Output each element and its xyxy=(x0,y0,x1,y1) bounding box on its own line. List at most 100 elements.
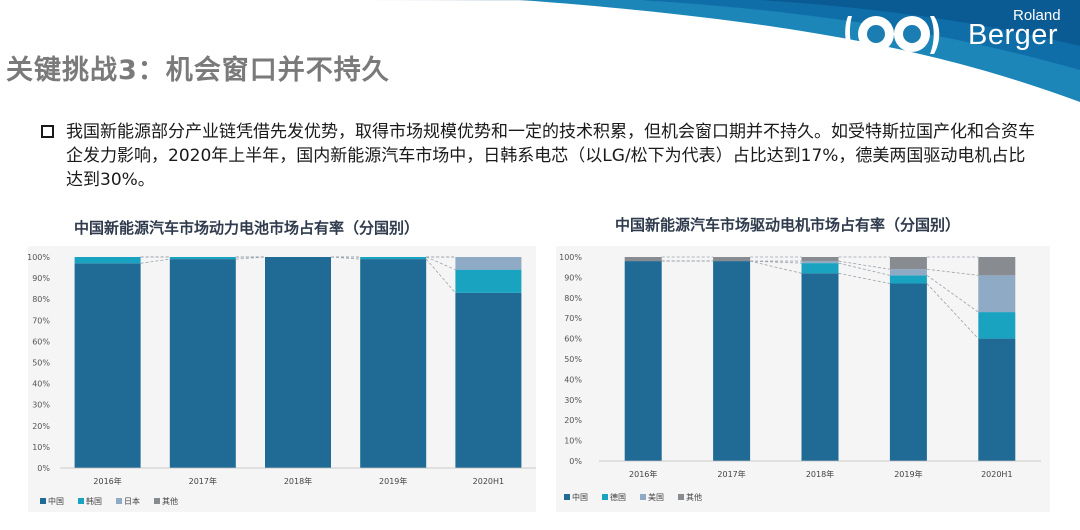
x-tick-label: 2017年 xyxy=(717,469,745,479)
legend-swatch xyxy=(640,494,646,500)
bar-segment xyxy=(169,259,236,468)
y-tick-label: 10% xyxy=(32,443,50,452)
legend-item: 美国 xyxy=(640,492,664,502)
legend-label: 其他 xyxy=(162,496,178,506)
legend-label: 韩国 xyxy=(86,496,102,506)
logo-berger-text: Berger xyxy=(968,19,1059,51)
bullet-text: 我国新能源部分产业链凭借先发优势，取得市场规模优势和一定的技术积累，但机会窗口期… xyxy=(66,122,1035,190)
y-tick-label: 70% xyxy=(32,316,50,325)
connector-line xyxy=(140,258,170,264)
x-tick-label: 2016年 xyxy=(93,476,121,486)
y-tick-label: 80% xyxy=(32,295,50,304)
legend-swatch xyxy=(116,498,122,504)
y-tick-label: 70% xyxy=(564,314,582,323)
chart-battery-share: 0% 10% 20% 30% 40% 50% 60% 70% 80% 90% 100% 2016年 20… xyxy=(28,253,536,506)
connector-line xyxy=(926,275,979,313)
legend-swatch xyxy=(40,498,46,504)
bar-segment xyxy=(889,275,927,284)
legend-item: 韩国 xyxy=(78,496,102,506)
bar-segment xyxy=(801,257,839,262)
connector-line xyxy=(926,283,979,339)
bar-segment xyxy=(360,259,427,468)
y-tick-label: 80% xyxy=(564,294,582,303)
y-tick-label: 40% xyxy=(564,375,582,384)
y-tick-label: 0% xyxy=(37,464,50,473)
y-tick-label: 20% xyxy=(564,416,582,425)
legend-label: 美国 xyxy=(648,492,664,502)
bar-segment xyxy=(801,263,839,274)
bar-segment xyxy=(978,257,1016,276)
y-tick-label: 40% xyxy=(32,380,50,389)
y-tick-label: 60% xyxy=(32,337,50,346)
bar-segment xyxy=(801,273,839,461)
x-tick-label: 2020H1 xyxy=(981,470,1012,479)
connector-line xyxy=(926,268,979,276)
connector-line xyxy=(750,260,802,264)
legend-label: 日本 xyxy=(124,496,140,506)
legend-swatch xyxy=(678,494,684,500)
connector-line xyxy=(426,256,456,271)
y-tick-label: 90% xyxy=(32,274,50,283)
legend-item: 其他 xyxy=(154,496,178,506)
bar-segment xyxy=(455,257,522,270)
bar-segment xyxy=(978,275,1016,313)
chart-motor-share: 0% 10% 20% 30% 40% 50% 60% 70% 80% 90% 100% 2016年 20… xyxy=(559,253,1041,502)
legend-item: 德国 xyxy=(602,492,626,502)
x-tick-label: 2018年 xyxy=(284,476,312,486)
connector-line xyxy=(750,260,802,274)
y-tick-label: 60% xyxy=(564,335,582,344)
bar-segment xyxy=(713,257,751,262)
legend-label: 中国 xyxy=(572,492,588,502)
page-title: 关键挑战3：机会窗口并不持久 xyxy=(6,55,390,86)
y-tick-label: 30% xyxy=(32,401,50,410)
chart-title-battery: 中国新能源汽车市场动力电池市场占有率（分国别） xyxy=(74,219,420,237)
bar-segment xyxy=(624,257,662,262)
bar-segment xyxy=(624,261,662,461)
connector-line xyxy=(235,256,266,260)
x-tick-label: 2016年 xyxy=(629,469,657,479)
legend-swatch xyxy=(564,494,570,500)
x-tick-label: 2019年 xyxy=(379,476,407,486)
x-tick-label: 2020H1 xyxy=(473,477,504,486)
legend-label: 中国 xyxy=(48,496,64,506)
header-band xyxy=(360,0,1080,102)
bar-segment xyxy=(889,257,927,270)
bar-segment xyxy=(455,292,522,468)
bar-segment xyxy=(169,257,236,260)
bar-segment xyxy=(978,338,1016,461)
legend-label: 德国 xyxy=(610,492,626,502)
connector-line xyxy=(425,258,456,294)
connector-line xyxy=(838,260,890,270)
logo-roland-text: Roland xyxy=(1013,7,1061,24)
legend-swatch xyxy=(154,498,160,504)
bar-segment xyxy=(74,263,141,468)
legend-swatch xyxy=(78,498,84,504)
bar-segment xyxy=(265,257,331,468)
bar-segment xyxy=(889,269,927,276)
x-tick-label: 2019年 xyxy=(894,469,922,479)
connector-line xyxy=(330,256,361,260)
legend-item: 中国 xyxy=(564,492,588,502)
y-tick-label: 90% xyxy=(564,273,582,282)
y-tick-label: 0% xyxy=(569,457,582,466)
legend-item: 日本 xyxy=(116,496,140,506)
y-tick-label: 20% xyxy=(32,422,50,431)
legend-label: 其他 xyxy=(686,492,702,502)
x-tick-label: 2018年 xyxy=(806,469,834,479)
y-tick-label: 50% xyxy=(564,355,582,364)
y-tick-label: 100% xyxy=(28,253,50,262)
connector-line xyxy=(838,272,890,284)
y-tick-label: 10% xyxy=(564,437,582,446)
legend-item: 中国 xyxy=(40,496,64,506)
legend-swatch xyxy=(602,494,608,500)
y-tick-label: 100% xyxy=(559,253,582,262)
y-tick-label: 30% xyxy=(564,396,582,405)
legend-item: 其他 xyxy=(678,492,702,502)
bar-segment xyxy=(360,257,427,260)
bar-segment xyxy=(889,283,927,461)
bar-segment xyxy=(713,261,751,461)
bullet-square-icon xyxy=(41,125,54,138)
roland-berger-100-logo-icon xyxy=(845,16,940,54)
bar-segment xyxy=(801,261,839,264)
chart-title-motor: 中国新能源汽车市场驱动电机市场占有率（分国别） xyxy=(615,216,961,234)
